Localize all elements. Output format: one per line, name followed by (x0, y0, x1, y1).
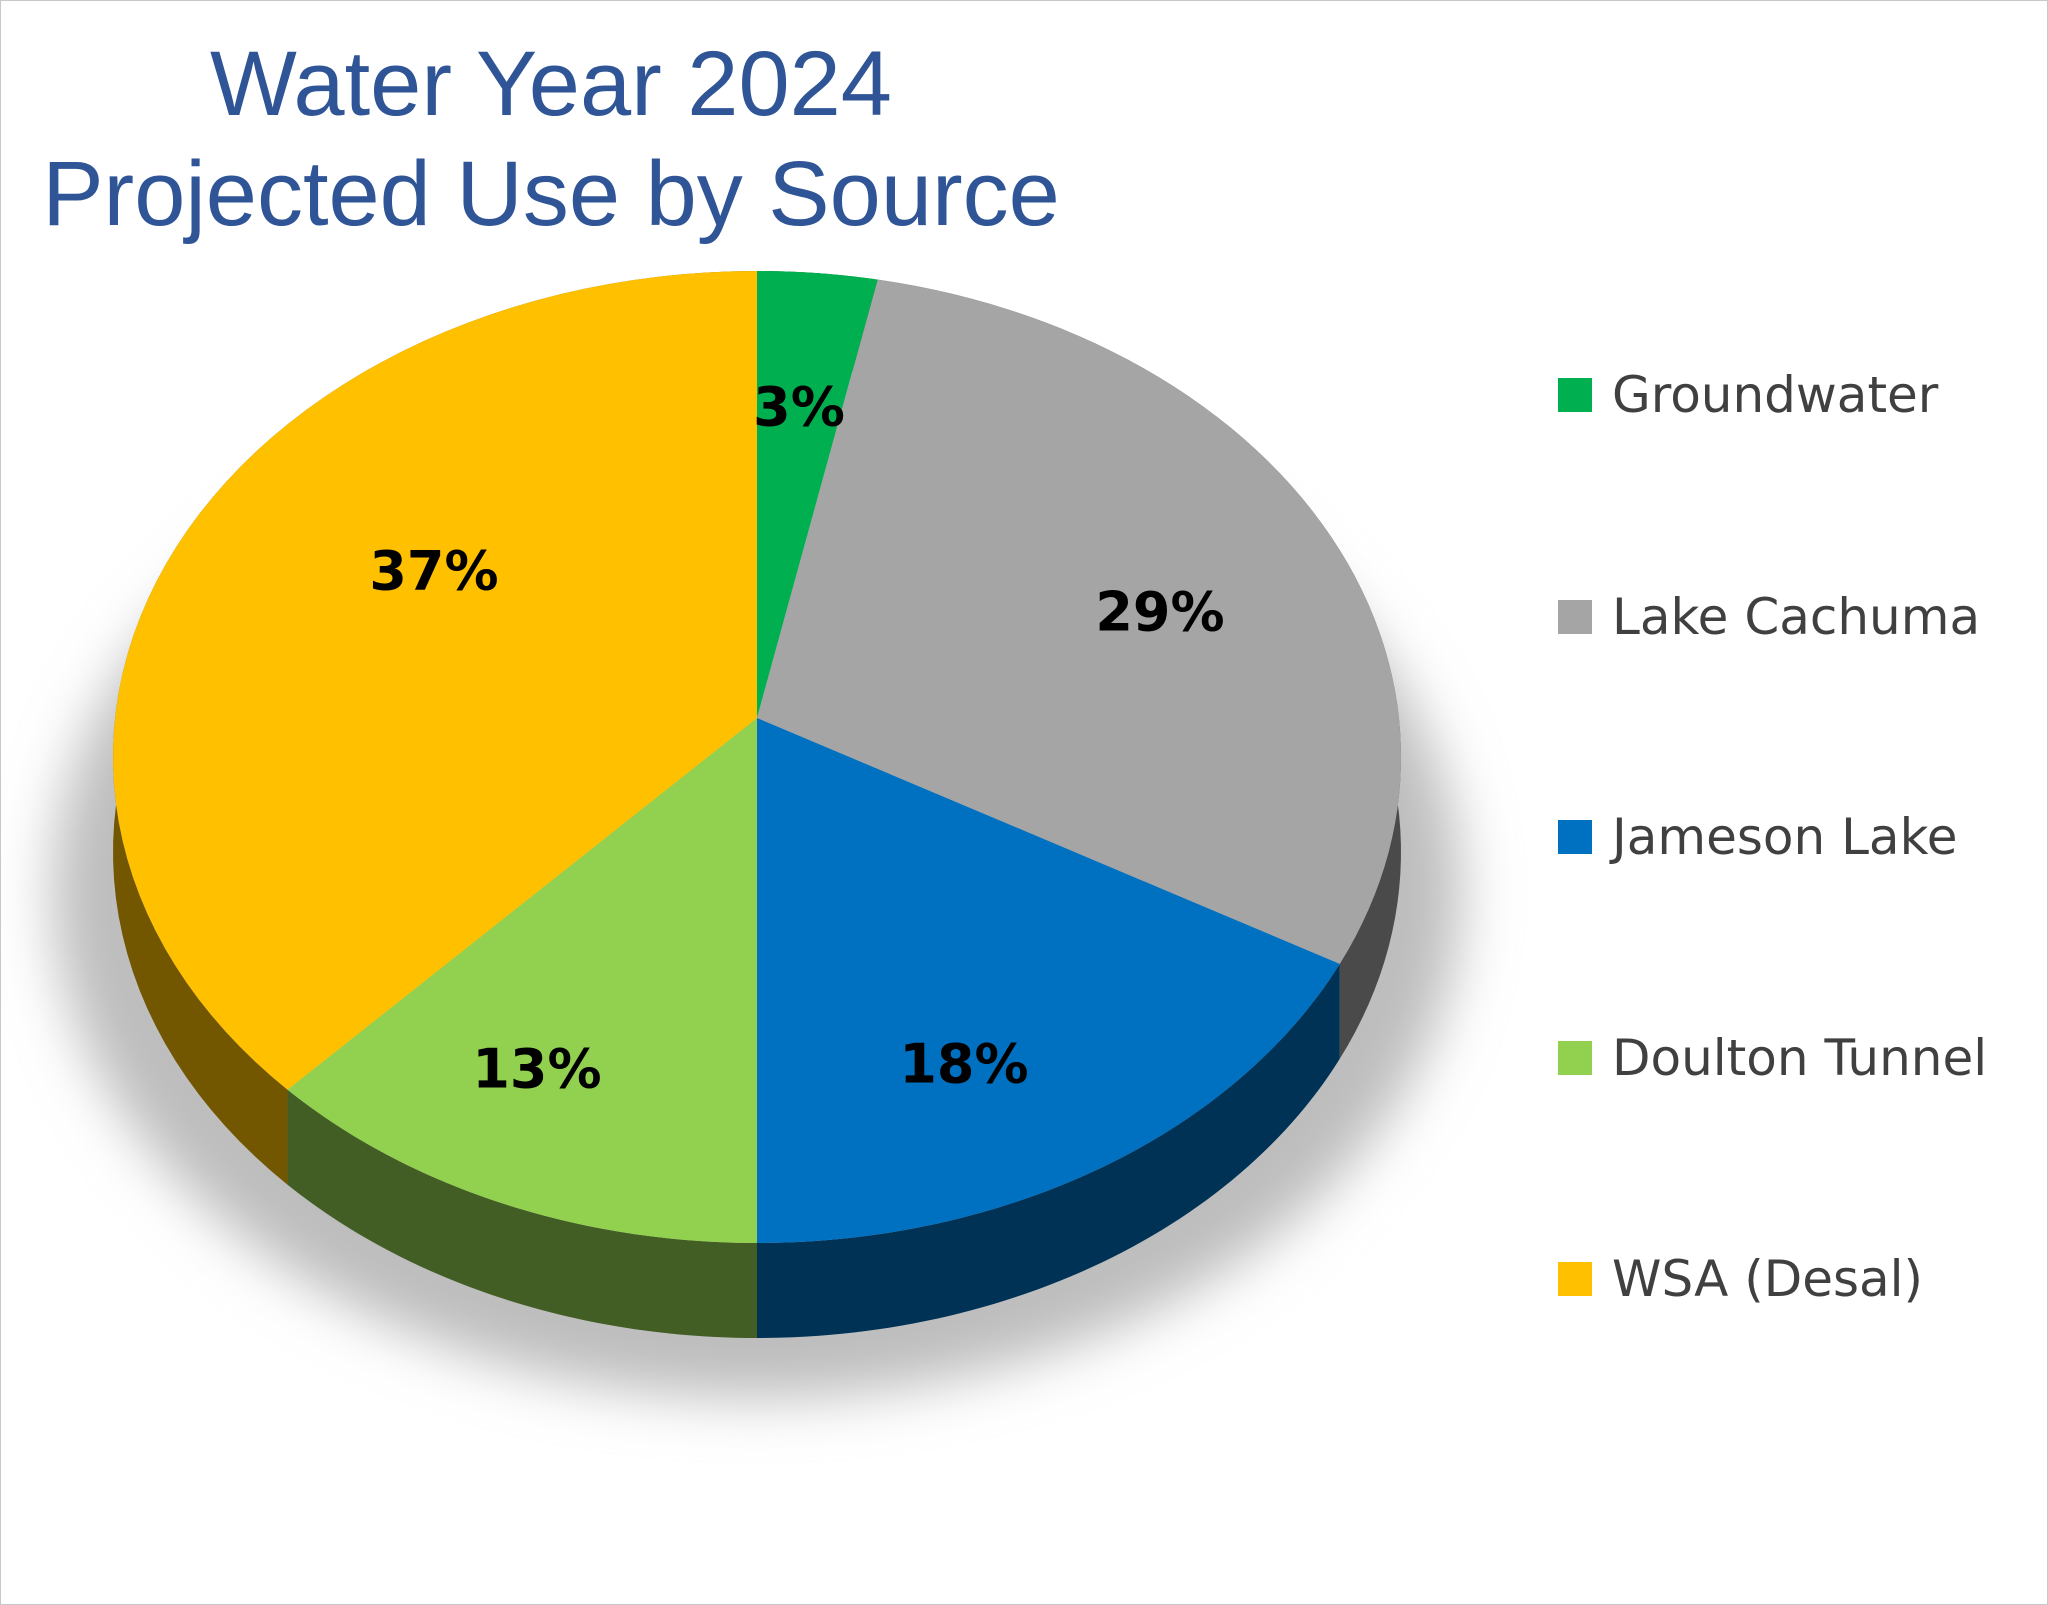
pie-slice-wsa-desal-[interactable] (113, 271, 757, 1090)
legend-label: Groundwater (1612, 366, 1939, 424)
chart-title-line-2: Projected Use by Source (42, 143, 1060, 245)
legend-label: Jameson Lake (1612, 808, 1958, 866)
pie-slice-jameson-lake[interactable] (757, 718, 1340, 1243)
data-label: 3% (753, 376, 845, 439)
legend-item[interactable]: Jameson Lake (1558, 808, 1958, 866)
data-label: 13% (472, 1038, 601, 1101)
legend-swatch (1558, 600, 1592, 634)
pie-slice-side-jameson-lake (757, 963, 1340, 1338)
legend-label: WSA (Desal) (1612, 1250, 1924, 1308)
pie-slice-doulton-tunnel[interactable] (287, 718, 757, 1243)
pie-slice-lake-cachuma[interactable] (757, 279, 1401, 964)
legend-item[interactable]: Groundwater (1558, 366, 1938, 424)
legend-label: Doulton Tunnel (1612, 1029, 1988, 1087)
chart-title-line-1: Water Year 2024 (210, 33, 892, 135)
legend-item[interactable]: Doulton Tunnel (1558, 1029, 1987, 1087)
data-label: 29% (1095, 581, 1224, 644)
legend-item[interactable]: WSA (Desal) (1558, 1250, 1923, 1308)
legend-swatch (1558, 378, 1592, 412)
legend-swatch (1558, 820, 1592, 854)
data-label: 37% (369, 540, 498, 603)
pie-slice-groundwater[interactable] (757, 271, 878, 718)
legend-swatch (1558, 1262, 1592, 1296)
legend-item[interactable]: Lake Cachuma (1558, 588, 1980, 646)
pie-slice-side-doulton-tunnel (287, 1089, 757, 1338)
data-label: 18% (899, 1033, 1028, 1096)
legend-swatch (1558, 1041, 1592, 1075)
legend-label: Lake Cachuma (1612, 588, 1981, 646)
